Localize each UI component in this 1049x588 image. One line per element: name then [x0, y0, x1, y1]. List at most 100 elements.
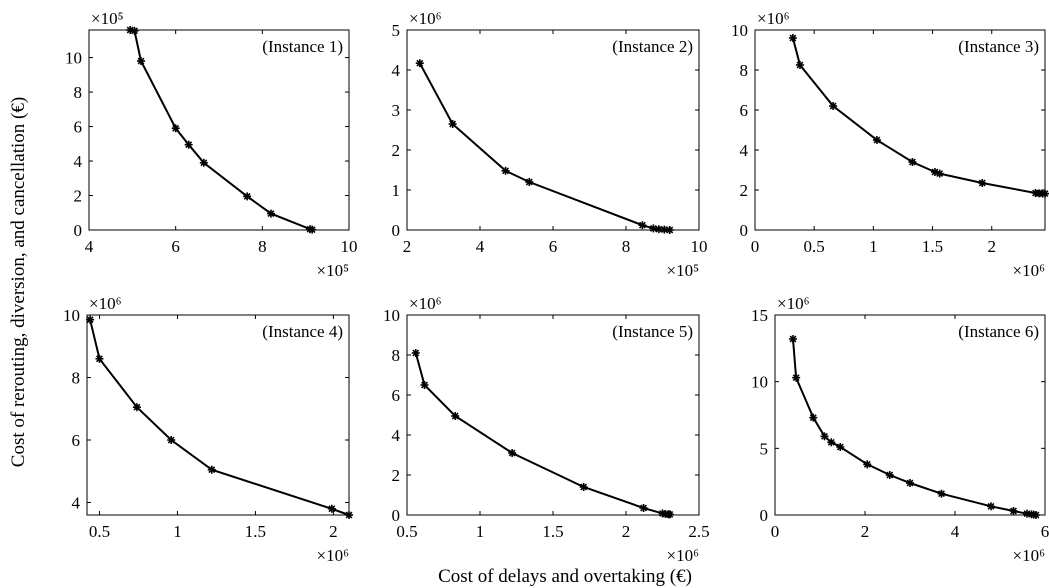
marker-stroke [796, 61, 804, 69]
marker-stroke [809, 414, 817, 422]
marker-stroke [660, 226, 668, 234]
chart-panel-5: 0.5 1 1.5 2 2.5 0 2 4 6 8 10 ×10⁶ ×10⁶ (Instance 5) [383, 294, 710, 565]
pareto-line [89, 319, 350, 516]
y-tick-label: 10 [65, 49, 82, 68]
marker-stroke [666, 226, 674, 234]
pareto-line [418, 62, 670, 231]
x-tick-label: 4 [476, 237, 485, 256]
y-tick-label: 5 [392, 21, 401, 40]
data-point [448, 120, 457, 128]
marker-stroke [502, 167, 509, 175]
data-point [415, 59, 424, 68]
marker-stroke [792, 374, 800, 382]
marker-stroke [200, 159, 208, 167]
data-point [1041, 189, 1049, 198]
marker-stroke [638, 221, 646, 229]
y-tick-label: 6 [392, 386, 401, 405]
marker-stroke [789, 335, 797, 343]
marker-stroke [666, 510, 674, 518]
x-exponent-label: ×10⁶ [666, 546, 699, 565]
data-point [908, 158, 917, 166]
x-tick-label: 2 [403, 237, 412, 256]
y-tick-label: 4 [72, 494, 81, 513]
marker-stroke [829, 102, 837, 110]
x-tick-label: 0.5 [804, 237, 825, 256]
marker-stroke [308, 226, 316, 234]
pareto-line [129, 29, 313, 231]
y-tick-label: 6 [72, 431, 81, 450]
x-tick-label: 6 [171, 237, 180, 256]
y-exponent-label: ×10⁶ [89, 294, 122, 313]
chart-panel-3: 0 0.5 1 1.5 2 0 2 4 6 8 10 ×10⁶ ×10⁶ (Instance 3) [731, 9, 1049, 280]
y-tick-label: 0 [740, 221, 749, 240]
y-exponent-label: ×10⁶ [777, 294, 810, 313]
x-exponent-label: ×10⁶ [316, 546, 349, 565]
y-tick-label: 10 [63, 306, 80, 325]
marker-stroke [208, 466, 216, 474]
x-tick-label: 2 [622, 522, 631, 541]
data-point [885, 471, 894, 479]
marker-stroke [655, 225, 663, 233]
data-point [1009, 507, 1018, 515]
marker-stroke [936, 170, 944, 178]
data-point [86, 315, 95, 324]
x-tick-label: 4 [951, 522, 960, 541]
instance-title: (Instance 1) [262, 37, 343, 56]
data-point [638, 221, 647, 230]
y-tick-label: 8 [74, 83, 83, 102]
data-point [809, 413, 818, 422]
y-tick-label: 4 [740, 141, 749, 160]
y-exponent-label: ×10⁵ [91, 9, 124, 28]
y-tick-label: 4 [74, 152, 83, 171]
chart-panel-1: 4 6 8 10 0 2 4 6 8 10 ×10⁵ ×10⁵ (Instance 1) [65, 9, 358, 280]
x-exponent-label: ×10⁵ [666, 261, 699, 280]
data-point [836, 443, 845, 451]
data-point [501, 166, 510, 175]
marker-stroke [649, 224, 657, 232]
data-point [795, 61, 804, 69]
marker-stroke [328, 505, 336, 513]
marker-stroke [345, 511, 353, 519]
x-tick-label: 1.5 [245, 522, 266, 541]
x-tick-label: 2 [329, 522, 338, 541]
marker-stroke [640, 504, 647, 512]
x-tick-label: 0 [751, 237, 760, 256]
y-tick-label: 8 [72, 369, 81, 388]
x-tick-label: 0 [771, 522, 780, 541]
data-point [906, 479, 914, 487]
y-tick-label: 10 [731, 21, 748, 40]
x-exponent-label: ×10⁵ [316, 261, 349, 280]
marker-stroke [451, 412, 459, 420]
data-point [171, 124, 180, 133]
data-point [130, 26, 139, 35]
x-tick-label: 1 [476, 522, 485, 541]
data-point [411, 349, 420, 357]
y-tick-label: 0 [392, 506, 401, 525]
marker-stroke [172, 124, 180, 132]
x-exponent-label: ×10⁶ [1012, 546, 1045, 565]
data-point [420, 381, 429, 389]
marker-stroke [836, 443, 844, 451]
y-tick-label: 6 [740, 101, 749, 120]
y-tick-label: 4 [392, 426, 401, 445]
y-exponent-label: ×10⁶ [409, 294, 442, 313]
data-point [987, 502, 995, 511]
y-tick-label: 10 [383, 306, 400, 325]
marker-stroke [886, 471, 894, 479]
x-tick-label: 2 [987, 237, 996, 256]
data-point [199, 158, 208, 167]
figure-x-label: Cost of delays and overtaking (€) [438, 566, 692, 587]
x-tick-label: 0.5 [396, 522, 417, 541]
y-tick-label: 6 [74, 118, 83, 137]
instance-title: (Instance 5) [612, 322, 693, 341]
data-point [525, 178, 534, 186]
marker-stroke [789, 34, 797, 42]
marker-stroke [821, 432, 828, 440]
y-tick-label: 0 [760, 506, 769, 525]
data-point [665, 226, 674, 234]
y-exponent-label: ×10⁶ [409, 9, 442, 28]
instance-title: (Instance 3) [958, 37, 1039, 56]
x-exponent-label: ×10⁶ [1012, 261, 1045, 280]
